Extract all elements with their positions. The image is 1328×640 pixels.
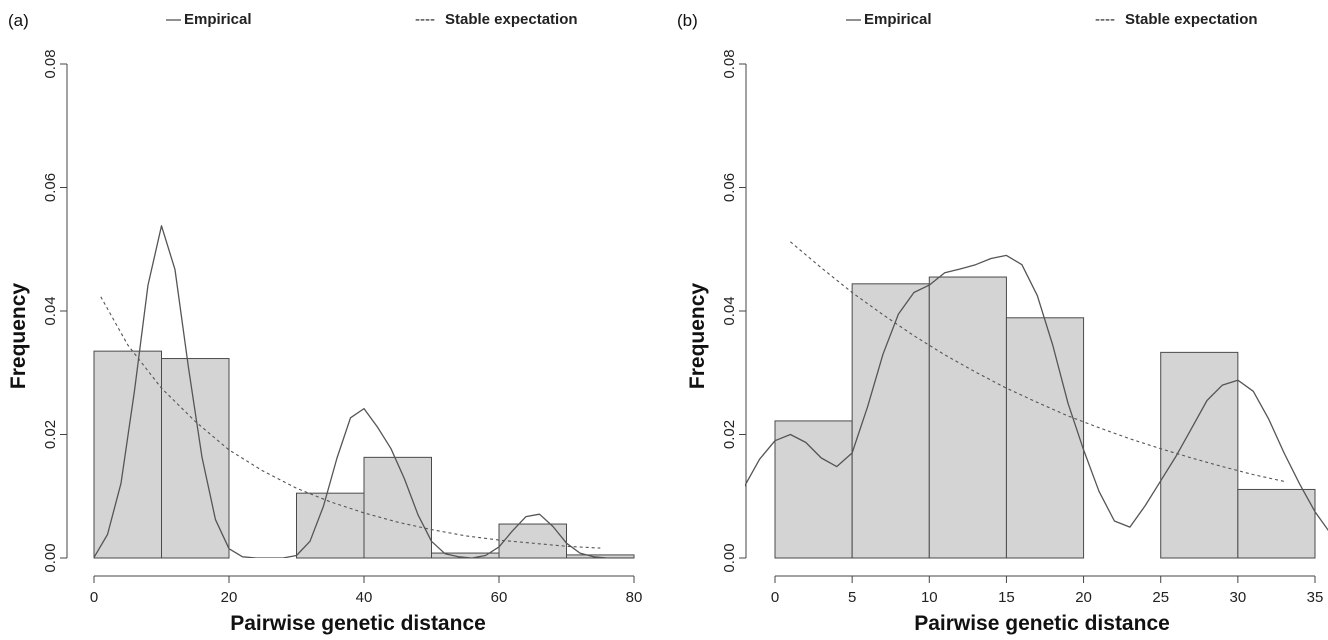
- x-tick-label: 20: [221, 589, 238, 606]
- y-tick-label: 0.08: [42, 49, 59, 78]
- chart-panel-b: (b) — Empirical ---- Stable expectation 0.00 0…: [677, 11, 1328, 635]
- x-tick-label: 15: [998, 589, 1015, 606]
- expected-curve: [100, 296, 601, 549]
- legend-empirical-label: Empirical: [864, 11, 932, 28]
- legend-expected-marker: ----: [415, 11, 435, 28]
- x-tick-label: 30: [1230, 589, 1247, 606]
- legend-empirical-label: Empirical: [184, 11, 252, 28]
- x-tick-label: 5: [848, 589, 856, 606]
- empirical-curve: [745, 254, 1328, 532]
- y-tick-label: 0.06: [42, 173, 59, 202]
- empirical-curve: [93, 225, 634, 558]
- histogram-bar: [1005, 317, 1085, 559]
- x-axis-label: Pairwise genetic distance: [230, 612, 486, 635]
- y-tick-label: 0.06: [721, 173, 738, 202]
- histogram-bar: [851, 283, 930, 559]
- y-tick-label: 0.00: [721, 543, 738, 572]
- x-tick-label: 25: [1152, 589, 1169, 606]
- histogram-bar: [928, 276, 1007, 559]
- chart-panel-a: (a) — Empirical ---- Stable expectation 0.00 0…: [7, 11, 642, 635]
- x-tick-label: 0: [90, 589, 98, 606]
- histogram-bar: [774, 420, 853, 559]
- legend-expected-marker: ----: [1095, 11, 1115, 28]
- x-tick-label: 20: [1075, 589, 1092, 606]
- x-tick-label: 0: [771, 589, 779, 606]
- y-tick-label: 0.02: [42, 420, 59, 449]
- histogram-bar: [93, 350, 162, 559]
- histogram-bar: [1237, 488, 1316, 559]
- x-tick-label: 35: [1307, 589, 1324, 606]
- y-axis-label: Frequency: [686, 283, 709, 390]
- x-tick-label: 10: [921, 589, 938, 606]
- y-tick-label: 0.02: [721, 420, 738, 449]
- legend-expected-label: Stable expectation: [1125, 11, 1258, 28]
- y-tick-label: 0.08: [721, 49, 738, 78]
- y-tick-label: 0.04: [42, 296, 59, 325]
- legend-empirical-marker: —: [846, 11, 861, 28]
- expected-curve: [790, 241, 1285, 482]
- x-tick-label: 40: [356, 589, 373, 606]
- legend-expected-label: Stable expectation: [445, 11, 578, 28]
- y-tick-label: 0.00: [42, 543, 59, 572]
- histogram-bar: [296, 492, 365, 559]
- y-tick-label: 0.04: [721, 296, 738, 325]
- panel-label: (b): [677, 11, 698, 30]
- x-tick-label: 60: [491, 589, 508, 606]
- legend-empirical-marker: —: [166, 11, 181, 28]
- histogram-bar: [1160, 351, 1239, 559]
- x-tick-label: 80: [626, 589, 643, 606]
- x-axis-label: Pairwise genetic distance: [914, 612, 1170, 635]
- y-axis-label: Frequency: [7, 283, 30, 390]
- histogram-bar: [363, 456, 432, 559]
- panel-label: (a): [8, 11, 29, 30]
